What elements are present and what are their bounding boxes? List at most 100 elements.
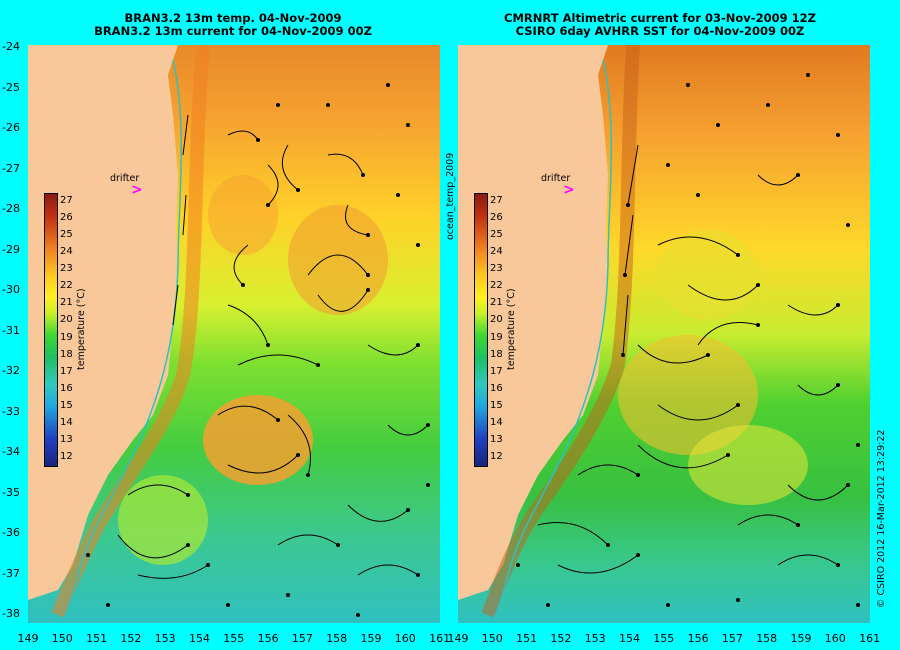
colorbar-tick-label: 13 (60, 433, 73, 445)
colorbar-tick-label: 21 (490, 297, 503, 309)
left-eddy-warm-1 (203, 395, 313, 485)
right-x-tick-label: 160 (824, 632, 846, 645)
colorbar-tick-label: 13 (490, 433, 503, 445)
left-panel-title: BRAN3.2 13m temp. 04-Nov-2009 BRAN3.2 13… (8, 12, 458, 38)
left-x-tick-label: 159 (360, 632, 382, 645)
colorbar-tick-label: 19 (490, 331, 503, 343)
colorbar-tick-label: 16 (490, 382, 503, 394)
right-title-line-1: CMRNRT Altimetric current for 03-Nov-200… (504, 11, 816, 25)
left-eddy-warm-3 (208, 175, 278, 255)
right-current-vectors (537, 144, 849, 574)
right-sst-map (458, 45, 870, 623)
y-tick-label: -34 (2, 445, 20, 458)
right-shelf-warm (688, 425, 808, 505)
ocean-temp-side-label: ocean_temp_2009 (445, 152, 456, 240)
y-tick-label: -37 (2, 566, 20, 580)
left-eddy-warm-2 (288, 205, 388, 315)
left-sst-map (28, 45, 440, 623)
y-tick-label: -26 (2, 121, 20, 134)
colorbar-tick-label: 18 (490, 348, 503, 360)
left-x-tick-label: 157 (291, 632, 313, 645)
y-tick-label: -32 (2, 364, 20, 377)
colorbar-tick-label: 14 (490, 416, 503, 428)
colorbar-tick-label: 17 (60, 365, 73, 377)
left-x-tick-label: 149 (17, 632, 39, 645)
right-drifter-marker: > (563, 182, 575, 198)
left-drifter-label: drifter (110, 173, 140, 184)
left-title-line-1: BRAN3.2 13m temp. 04-Nov-2009 (124, 11, 342, 25)
colorbar-tick-label: 22 (490, 280, 503, 292)
left-x-tick-label: 155 (223, 632, 245, 645)
colorbar-tick-label: 24 (490, 246, 503, 258)
left-title-line-2: BRAN3.2 13m current for 04-Nov-2009 00Z (94, 24, 372, 38)
right-x-tick-label: 157 (721, 632, 743, 645)
right-x-tick-label: 155 (653, 632, 675, 645)
right-x-tick-label: 153 (584, 632, 606, 645)
y-tick-label: -35 (2, 485, 20, 499)
right-x-tick-label: 150 (481, 632, 503, 645)
right-x-tick-label: 154 (619, 632, 640, 645)
right-map-svg (458, 45, 870, 623)
left-eddy-cool (118, 475, 208, 565)
colorbar-tick-label: 15 (490, 399, 503, 411)
left-shelf-contour (62, 59, 182, 621)
colorbar-tick-label: 27 (490, 195, 503, 206)
credit-label: © CSIRO 2012 16-Mar-2012 13:29:22 (876, 429, 887, 608)
right-x-tick-label: 158 (756, 632, 778, 645)
colorbar-tick-label: 26 (60, 212, 73, 224)
colorbar-tick-label: 14 (60, 416, 73, 428)
left-colorbar (44, 193, 58, 467)
right-x-tick-label: 149 (447, 632, 469, 645)
right-colorbar-ticks: 27 26 25 24 23 22 21 20 19 18 17 16 15 14 13 12 (490, 193, 512, 465)
colorbar-tick-label: 20 (490, 314, 503, 326)
y-tick-label: -30 (2, 283, 20, 296)
y-tick-label: -36 (2, 526, 20, 539)
left-x-tick-label: 161 (429, 632, 451, 645)
colorbar-tick-label: 16 (60, 382, 73, 394)
colorbar-tick-label: 17 (490, 365, 503, 377)
left-x-tick-label: 158 (326, 632, 348, 645)
y-tick-label: -28 (2, 202, 20, 215)
colorbar-tick-label: 23 (60, 263, 73, 275)
left-drifter-marker: > (131, 182, 143, 198)
colorbar-tick-label: 24 (60, 246, 73, 258)
colorbar-tick-label: 22 (60, 280, 73, 292)
colorbar-tick-label: 25 (60, 229, 73, 241)
right-drifter-label: drifter (541, 173, 571, 184)
colorbar-tick-label: 15 (60, 399, 73, 411)
colorbar-tick-label: 20 (60, 314, 73, 326)
colorbar-tick-label: 23 (490, 263, 503, 275)
right-x-tick-label: 151 (516, 632, 538, 645)
right-vector-heads (516, 73, 860, 607)
left-current-vectors (117, 114, 429, 579)
colorbar-tick-label: 21 (60, 297, 73, 309)
left-colorbar-title: temperature (°C) (76, 288, 87, 370)
right-eddy-warm-2 (658, 230, 758, 320)
y-tick-label: -24 (2, 40, 20, 53)
y-tick-label: -38 (2, 607, 20, 620)
right-x-tick-label: 152 (550, 632, 572, 645)
left-x-tick-label: 156 (257, 632, 279, 645)
y-tick-label: -29 (2, 242, 20, 256)
y-tick-label: -27 (2, 161, 20, 175)
colorbar-tick-label: 26 (490, 212, 503, 224)
left-x-tick-label: 151 (86, 632, 108, 645)
right-colorbar (474, 193, 488, 467)
left-map-svg (28, 45, 440, 623)
right-colorbar-title: temperature (°C) (506, 288, 517, 370)
right-x-tick-label: 159 (790, 632, 812, 645)
left-x-tick-label: 153 (154, 632, 176, 645)
left-x-tick-label: 160 (394, 632, 416, 645)
right-eddy-warm-1 (618, 335, 758, 455)
right-ea-current (481, 45, 640, 618)
y-tick-label: -31 (2, 323, 20, 337)
left-vector-heads (86, 83, 430, 617)
left-x-tick-label: 154 (189, 632, 210, 645)
right-x-tick-label: 161 (859, 632, 881, 645)
right-title-line-2: CSIRO 6day AVHRR SST for 04-Nov-2009 00Z (515, 24, 805, 38)
colorbar-tick-label: 18 (60, 348, 73, 360)
colorbar-tick-label: 12 (60, 451, 73, 462)
left-x-tick-label: 150 (51, 632, 73, 645)
left-colorbar-ticks: 27 26 25 24 23 22 21 20 19 18 17 16 15 14 13 12 (60, 193, 82, 465)
right-panel-title: CMRNRT Altimetric current for 03-Nov-200… (435, 12, 885, 38)
